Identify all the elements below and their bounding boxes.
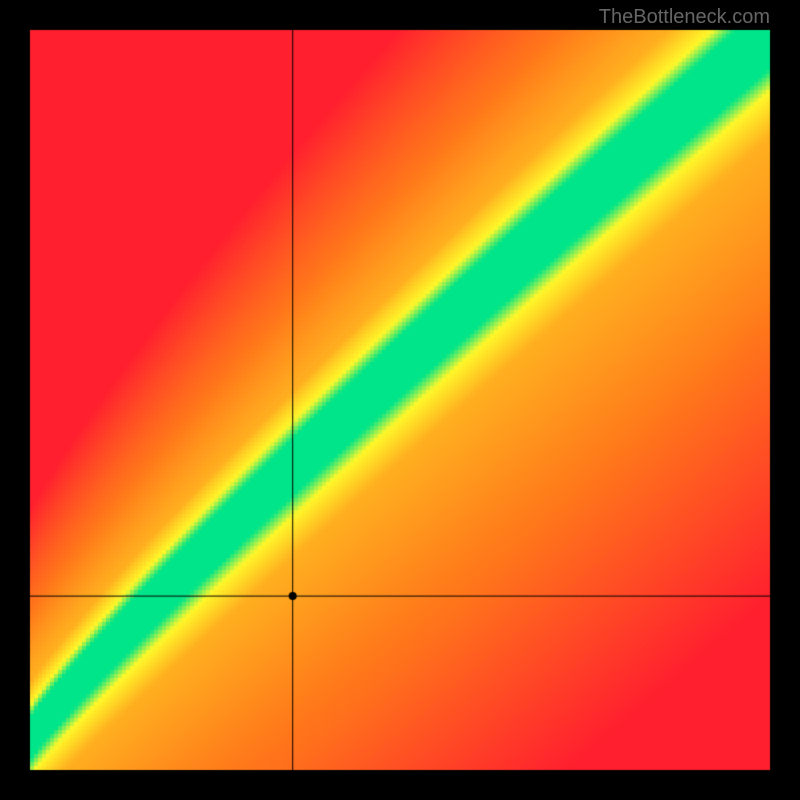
bottleneck-heatmap xyxy=(0,0,800,800)
chart-container: TheBottleneck.com xyxy=(0,0,800,800)
watermark-text: TheBottleneck.com xyxy=(599,6,770,29)
